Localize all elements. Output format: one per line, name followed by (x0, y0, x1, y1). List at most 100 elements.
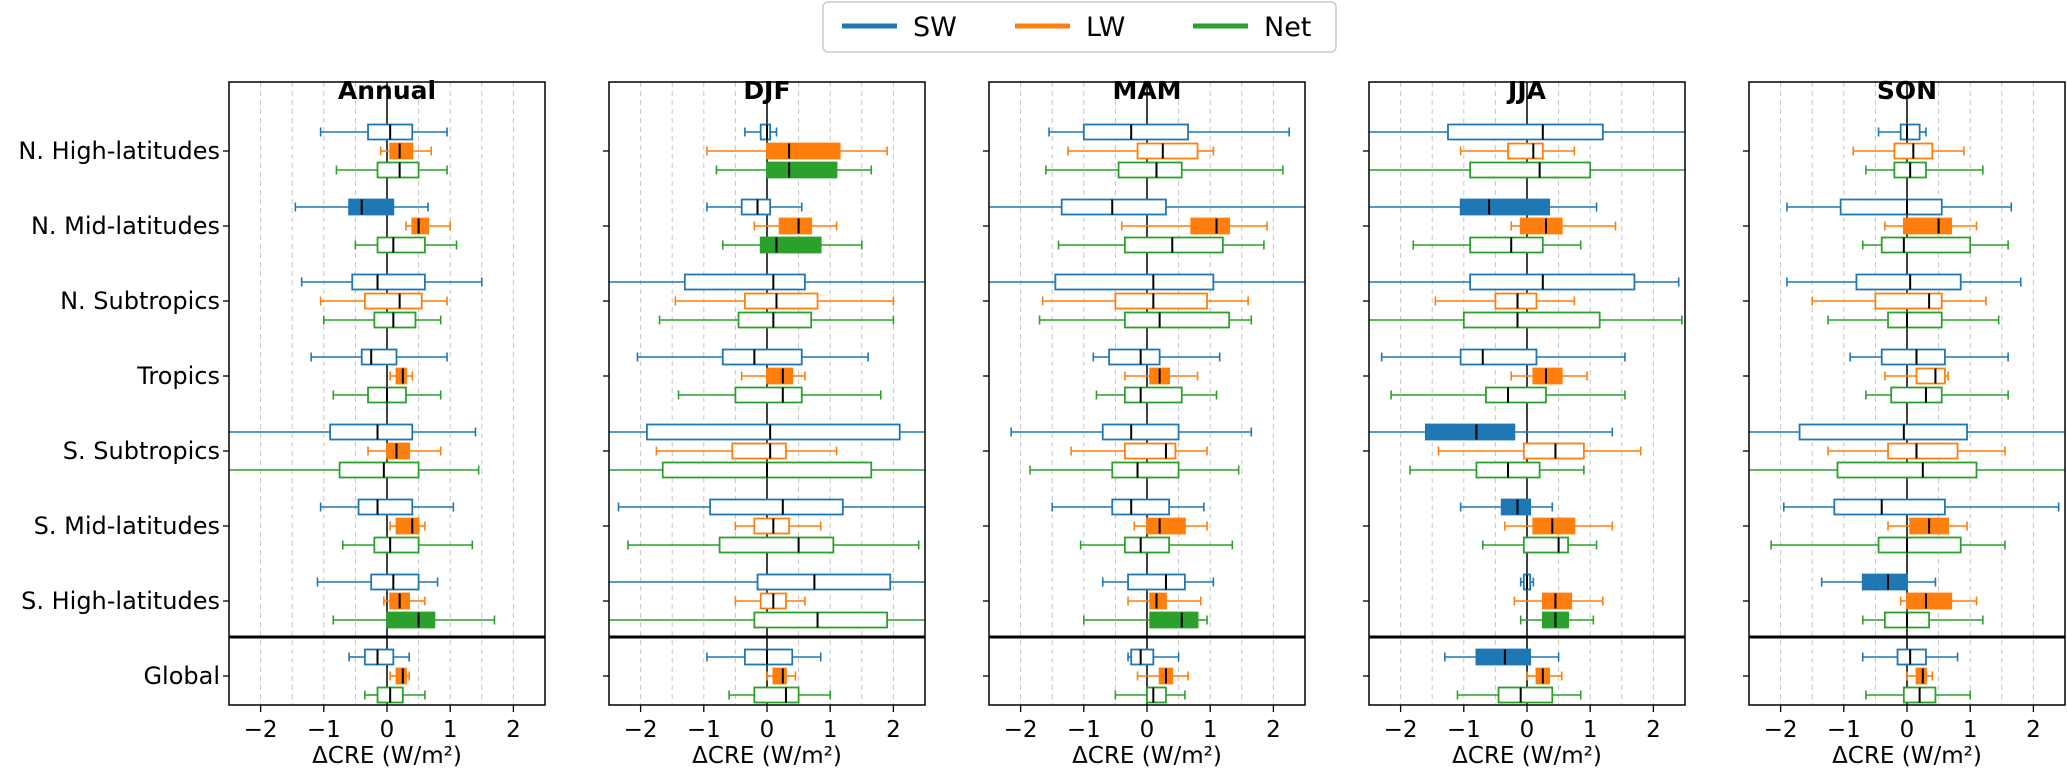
box-iqr (1887, 311, 1943, 329)
box-lw (379, 142, 433, 160)
box-iqr (411, 217, 429, 235)
box-iqr (718, 536, 835, 554)
box-iqr (759, 236, 822, 254)
box-iqr (373, 536, 420, 554)
box-sw (706, 648, 822, 666)
x-tick-label: −1 (1447, 717, 1481, 743)
box-lw (367, 442, 442, 460)
box-iqr (1522, 536, 1569, 554)
box-iqr (1111, 461, 1180, 479)
box-net (322, 311, 442, 329)
panel-title: Annual (338, 76, 436, 105)
box-iqr (1054, 273, 1215, 291)
box-net (658, 311, 895, 329)
panel-title: SON (1877, 76, 1937, 105)
panel-annual: −2 −1 0 1 2 Annual ΔCRE (W/m²) (223, 76, 546, 769)
x-tick-label: 0 (1520, 717, 1535, 743)
box-net (1861, 611, 1984, 629)
box-lw (1133, 517, 1208, 535)
box-net (1390, 386, 1626, 404)
panels: −2 −1 0 1 2 Annual ΔCRE (W/m²) −2 −1 0 1 2 DJF ΔCRE (… (223, 76, 2066, 769)
box-iqr (1915, 367, 1946, 385)
box-iqr (1130, 648, 1155, 666)
box-iqr (721, 348, 803, 366)
box-net (229, 461, 480, 479)
box-sw (1092, 348, 1221, 366)
x-tick-label: 2 (1266, 717, 1281, 743)
box-iqr (772, 667, 787, 685)
box-iqr (1136, 142, 1199, 160)
box-lw (1887, 517, 1968, 535)
box-sw (294, 198, 429, 216)
box-iqr (1123, 442, 1177, 460)
box-iqr (1839, 198, 1943, 216)
x-tick-label: −2 (624, 717, 658, 743)
x-tick-label: 1 (1583, 717, 1598, 743)
box-sw (310, 348, 448, 366)
box-iqr (1123, 386, 1183, 404)
box-sw (989, 198, 1305, 216)
box-sw (1380, 348, 1626, 366)
box-sw (1782, 498, 2060, 516)
box-lw (1136, 667, 1189, 685)
box-sw (1369, 123, 1685, 141)
box-lw (655, 442, 838, 460)
box-iqr (1833, 498, 1946, 516)
box-sw (1051, 498, 1205, 516)
box-lw (389, 667, 410, 685)
x-axis-label: ΔCRE (W/m²) (692, 743, 842, 767)
box-sw (1444, 648, 1560, 666)
box-iqr (1475, 648, 1532, 666)
region-label: N. Mid-latitudes (31, 212, 220, 240)
box-net (728, 686, 832, 704)
x-tick-label: 1 (823, 717, 838, 743)
x-tick-label: 0 (380, 717, 395, 743)
box-iqr (1447, 123, 1604, 141)
box-net (609, 461, 925, 479)
box-iqr (1190, 217, 1231, 235)
box-lw (1459, 142, 1576, 160)
box-iqr (1890, 386, 1943, 404)
box-iqr (360, 348, 398, 366)
box-sw (1459, 498, 1554, 516)
panel-son: −2 −1 0 1 2 SON ΔCRE (W/m²) (1743, 76, 2066, 769)
box-iqr (1101, 423, 1180, 441)
box-lw (319, 292, 448, 310)
box-net (1409, 461, 1585, 479)
box-iqr (1060, 198, 1167, 216)
box-sw (706, 198, 803, 216)
box-sw (316, 573, 439, 591)
box-iqr (1519, 217, 1563, 235)
box-iqr (740, 198, 772, 216)
box-sw (1519, 573, 1535, 591)
box-net (1519, 611, 1595, 629)
box-iqr (1114, 292, 1208, 310)
box-iqr (1906, 592, 1953, 610)
box-iqr (338, 461, 420, 479)
box-net (609, 611, 925, 629)
box-iqr (1887, 442, 1959, 460)
box-iqr (1424, 423, 1516, 441)
legend: SW LW Net (822, 1, 1337, 53)
box-iqr (753, 517, 791, 535)
x-tick-label: −1 (307, 717, 341, 743)
box-iqr (1149, 611, 1199, 629)
box-iqr (756, 573, 892, 591)
box-iqr (376, 161, 420, 179)
box-iqr (1459, 348, 1538, 366)
box-iqr (753, 686, 800, 704)
box-lw (1852, 142, 1965, 160)
x-tick-label: −2 (1384, 717, 1418, 743)
box-lw (1906, 667, 1934, 685)
box-iqr (1123, 536, 1171, 554)
box-lw (734, 592, 806, 610)
box-lw (383, 592, 426, 610)
box-iqr (329, 423, 414, 441)
x-axis-label: ΔCRE (W/m²) (1832, 743, 1982, 767)
box-net (721, 236, 863, 254)
box-iqr (766, 142, 841, 160)
box-net (1412, 236, 1582, 254)
box-iqr (1459, 198, 1551, 216)
box-iqr (766, 161, 838, 179)
box-net (677, 386, 882, 404)
